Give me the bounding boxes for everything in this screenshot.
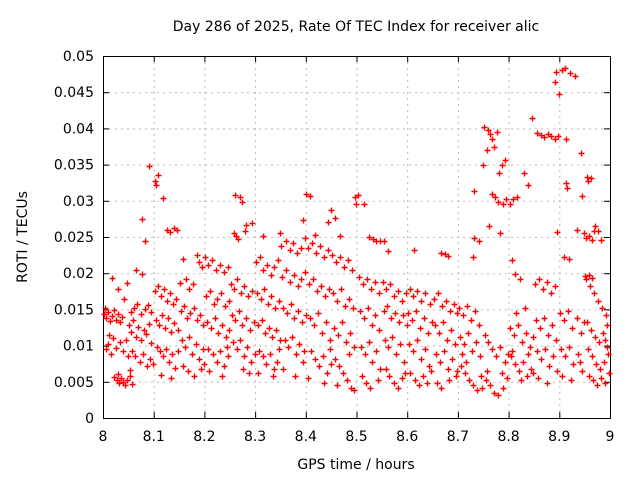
y-tick-label: 0.02 <box>63 266 94 282</box>
x-tick-label: 8.1 <box>143 429 165 445</box>
chart-title: Day 286 of 2025, Rate Of TEC Index for r… <box>173 19 539 35</box>
y-tick-label: 0.045 <box>54 85 94 101</box>
x-tick-label: 8.5 <box>345 429 367 445</box>
x-tick-label: 8.3 <box>244 429 266 445</box>
y-tick-label: 0 <box>85 411 94 427</box>
x-tick-label: 8.4 <box>295 429 317 445</box>
x-axis-label: GPS time / hours <box>297 457 414 473</box>
y-tick-label: 0.04 <box>63 121 94 137</box>
x-tick-label: 8.2 <box>193 429 215 445</box>
y-tick-label: 0.035 <box>54 158 94 174</box>
y-tick-label: 0.03 <box>63 194 94 210</box>
y-tick-label: 0.05 <box>63 49 94 65</box>
x-tick-label: 8 <box>99 429 108 445</box>
scatter-points <box>101 65 613 399</box>
x-tick-label: 9 <box>606 429 615 445</box>
y-tick-label: 0.01 <box>63 339 94 355</box>
y-tick-label: 0.005 <box>54 375 94 391</box>
x-tick-label: 8.8 <box>497 429 519 445</box>
y-axis-label: ROTI / TECUs <box>15 191 31 283</box>
x-tick-label: 8.7 <box>447 429 469 445</box>
y-tick-label: 0.015 <box>54 302 94 318</box>
x-tick-label: 8.6 <box>396 429 418 445</box>
plot-border <box>103 56 611 419</box>
x-tick-label: 8.9 <box>548 429 570 445</box>
plot-area: 8 8.1 8.2 8.3 8.4 8.5 8.6 8.7 8.8 8.9 9 0 0.005 0.01 0… <box>54 49 615 445</box>
y-tick-label: 0.025 <box>54 230 94 246</box>
